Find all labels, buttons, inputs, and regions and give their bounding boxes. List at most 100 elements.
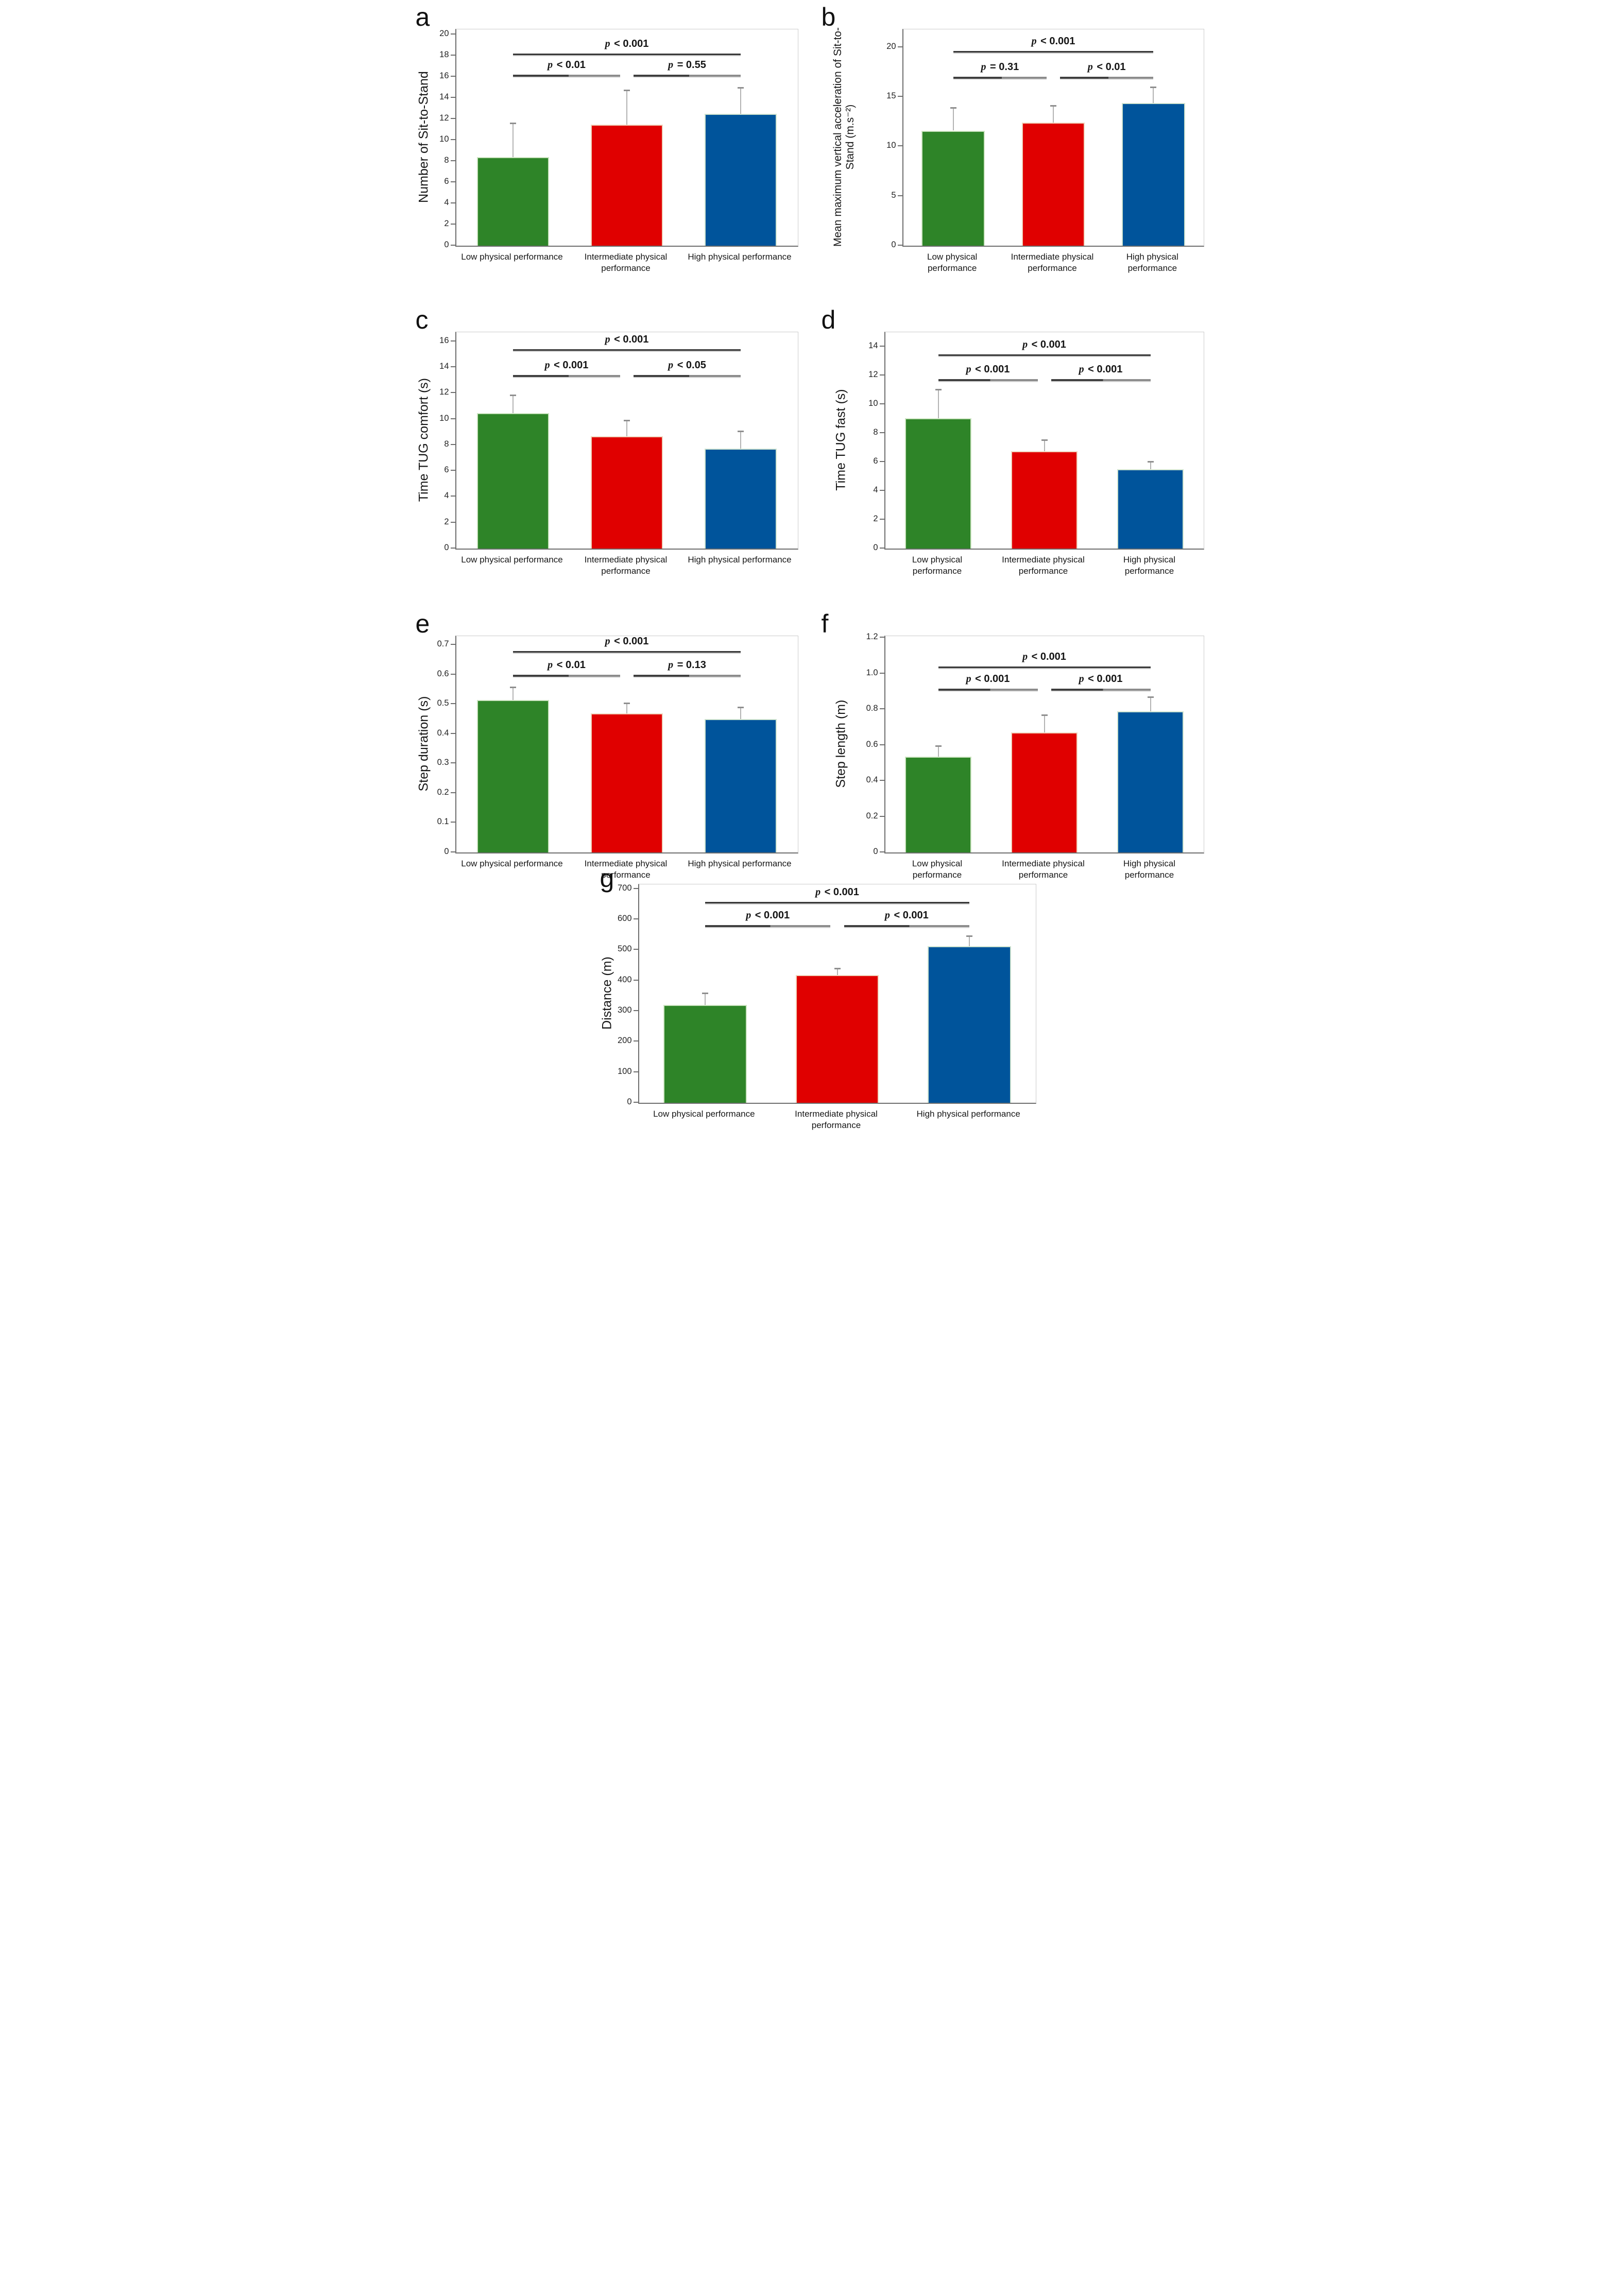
y-tick-mark (879, 815, 884, 817)
error-bar-cap-intermediate (624, 420, 630, 422)
bar-intermediate-physical-performance (1011, 451, 1078, 549)
y-tick-mark (879, 672, 884, 674)
bar-high-physical-performance (1122, 103, 1185, 246)
y-tick-mark (879, 346, 884, 347)
p-value-label-low-high: p < 0.001 (605, 333, 649, 345)
bar-intermediate-physical-performance (1011, 732, 1078, 852)
y-tick-mark (450, 76, 455, 77)
category-label-intermediate: Intermediate physical performance (1011, 252, 1094, 274)
y-tick-label: 0 (444, 240, 449, 249)
p-italic: p (668, 59, 674, 71)
y-axis-title: Step length (m) (833, 699, 848, 788)
category-label-intermediate: Intermediate physical performance (795, 1109, 878, 1131)
p-italic: p (1031, 36, 1037, 47)
significance-bracket-low-intermediate (938, 379, 1038, 381)
plot-area: p < 0.001 p < 0.01 p = 0.13 (455, 636, 798, 853)
p-italic: p (966, 673, 971, 685)
y-tick-mark (897, 46, 902, 47)
significance-bracket-low-intermediate (513, 75, 620, 77)
y-tick-label: 10 (868, 399, 878, 408)
bar-intermediate-physical-performance (591, 436, 663, 549)
significance-bracket-low-intermediate (938, 689, 1038, 691)
y-tick-mark (879, 637, 884, 638)
y-tick-mark (879, 780, 884, 781)
y-tick-label: 12 (868, 370, 878, 379)
y-tick-label: 1.2 (866, 632, 878, 642)
y-tick-label: 1.0 (866, 668, 878, 677)
category-label-intermediate: Intermediate physical performance (1002, 555, 1085, 576)
significance-bracket-intermediate-high (634, 75, 741, 77)
y-tick-label: 0.5 (437, 698, 449, 708)
y-tick-label: 2 (444, 517, 449, 526)
error-bar-high (740, 707, 741, 720)
y-tick-label: 0.8 (866, 704, 878, 713)
panel-d: d Time TUG fast (s) p < 0.001 p < 0.001 p < … (812, 307, 1218, 608)
y-tick-label: 18 (439, 50, 449, 60)
p-value-label-low-high: p < 0.001 (605, 635, 649, 647)
significance-bracket-low-high (953, 51, 1154, 53)
bar-intermediate-physical-performance (1021, 123, 1085, 246)
y-tick-label: 10 (886, 141, 896, 150)
error-bar-cap-high (738, 706, 744, 708)
y-tick-mark (450, 548, 455, 549)
panel-a: a Number of Sit-to-Stand p < 0.001 p < 0.01… (406, 4, 812, 305)
p-value-label-low-intermediate: p < 0.001 (966, 673, 1010, 685)
error-bar-cap-intermediate (624, 703, 630, 705)
y-tick-label: 14 (868, 341, 878, 350)
y-tick-mark (897, 96, 902, 97)
y-tick-label: 12 (439, 387, 449, 397)
y-tick-mark (879, 519, 884, 520)
bar-low-physical-performance (477, 157, 549, 246)
y-tick-label: 400 (617, 975, 632, 984)
category-label-intermediate: Intermediate physical performance (584, 252, 668, 274)
p-italic: p (548, 59, 553, 71)
p-value-label-low-intermediate: p < 0.001 (544, 359, 589, 371)
error-bar-high (1150, 461, 1151, 469)
y-tick-mark (879, 548, 884, 549)
y-tick-mark (450, 732, 455, 734)
error-bar-cap-high (738, 87, 744, 89)
category-label-high: High physical performance (916, 1109, 1020, 1119)
category-label-low: Low physical performance (912, 555, 963, 576)
p-italic: p (746, 909, 751, 921)
error-bar-cap-low (935, 745, 942, 747)
error-bar-high (740, 87, 741, 114)
error-bar-cap-low (702, 992, 708, 994)
y-tick-label: 15 (886, 91, 896, 100)
bar-high-physical-performance (928, 946, 1011, 1103)
category-label-high: High physical performance (1123, 859, 1176, 880)
significance-bracket-low-high (938, 354, 1151, 356)
error-bar-intermediate (1044, 714, 1045, 733)
bar-intermediate-physical-performance (591, 125, 663, 246)
y-tick-label: 0 (873, 543, 878, 552)
y-tick-label: 0.4 (437, 728, 449, 738)
error-bar-cap-high (1147, 696, 1154, 698)
category-label-low: Low physical performance (461, 859, 563, 868)
y-tick-mark (450, 470, 455, 471)
y-tick-mark (897, 245, 902, 246)
bar-high-physical-performance (705, 719, 777, 852)
y-tick-label: 0.2 (866, 811, 878, 821)
y-tick-label: 100 (617, 1066, 632, 1076)
error-bar-low (512, 123, 514, 157)
error-bar-low (937, 389, 939, 418)
y-tick-mark (633, 887, 638, 889)
p-value-label-low-intermediate: p < 0.01 (548, 59, 586, 71)
panel-letter-e: e (415, 609, 430, 638)
p-value-label-low-intermediate: p < 0.001 (746, 909, 790, 921)
significance-bracket-low-high (513, 349, 741, 351)
error-bar-high (1150, 697, 1151, 711)
y-tick-label: 16 (439, 71, 449, 81)
error-bar-high (740, 431, 741, 449)
category-label-high: High physical performance (688, 252, 792, 262)
p-value-label-low-high: p < 0.001 (1022, 339, 1066, 351)
error-bar-low (704, 993, 706, 1005)
y-tick-mark (450, 418, 455, 419)
y-tick-label: 0 (444, 847, 449, 856)
y-tick-mark (450, 851, 455, 852)
p-value-label-low-high: p < 0.001 (1031, 36, 1075, 47)
error-bar-low (512, 687, 514, 700)
significance-bracket-low-high (705, 901, 970, 903)
y-tick-mark (450, 118, 455, 119)
bar-low-physical-performance (904, 418, 972, 549)
